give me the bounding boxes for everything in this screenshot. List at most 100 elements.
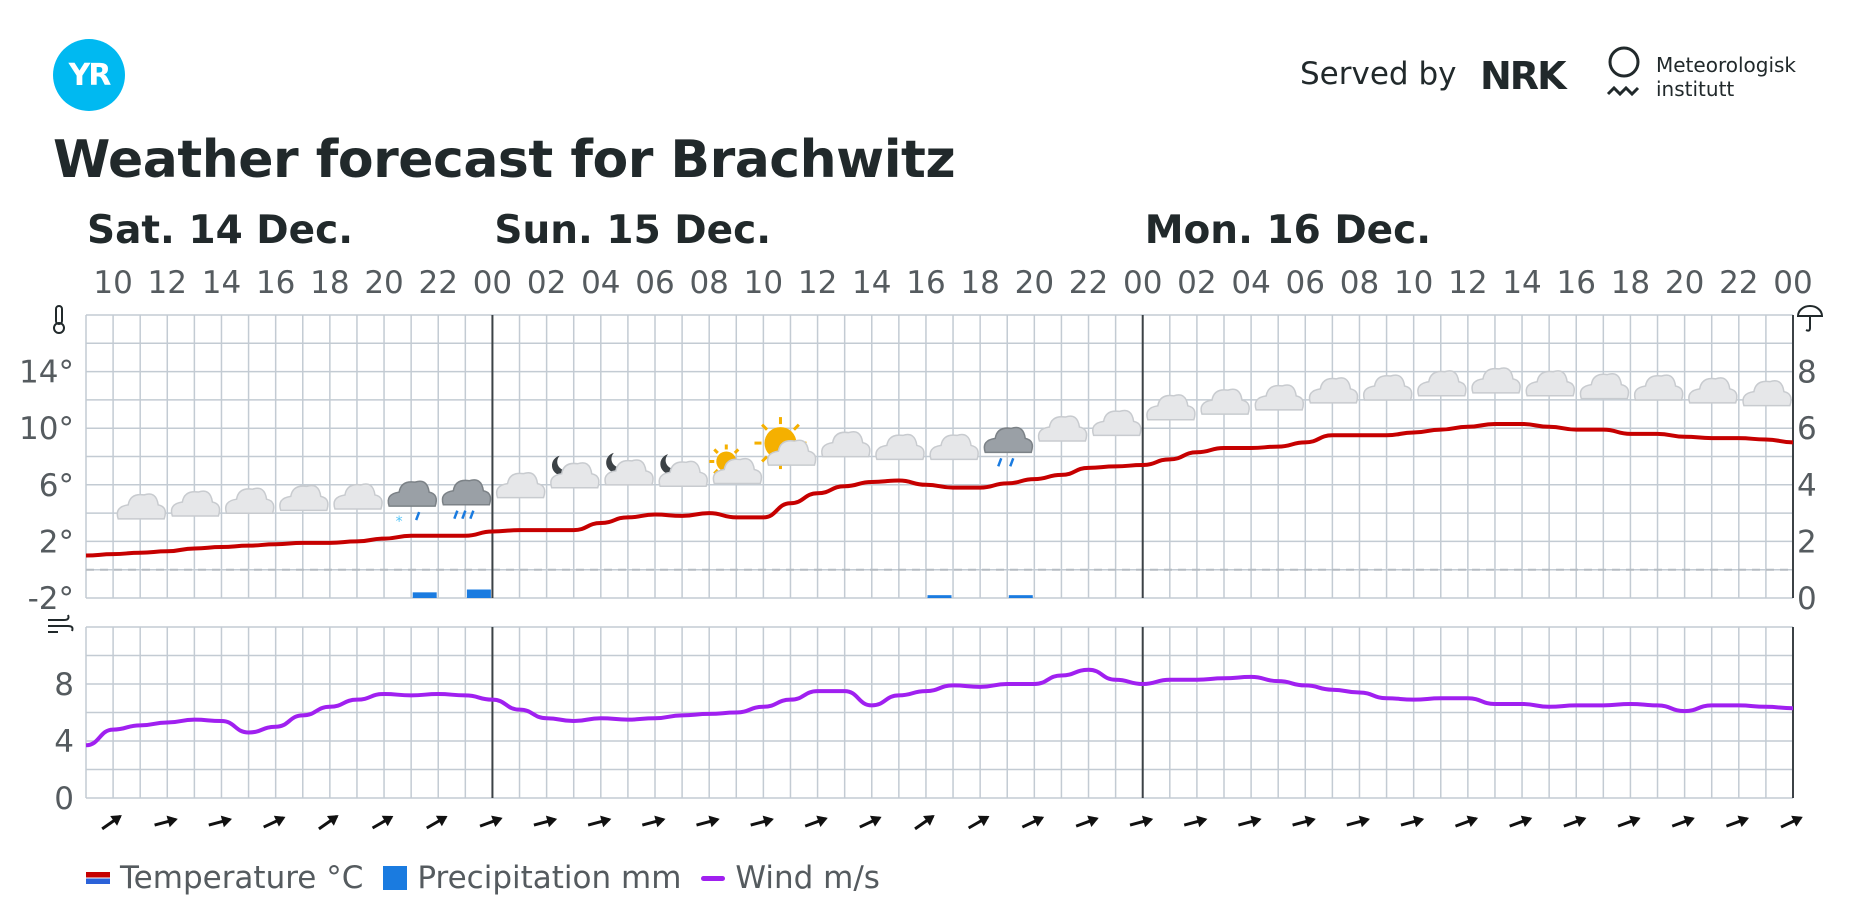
rain-drop	[997, 457, 1003, 467]
legend-precipitation-label: Precipitation mm	[417, 860, 682, 896]
arrow-head	[1466, 815, 1479, 827]
arrow-head	[1412, 815, 1425, 828]
cloud-shape	[983, 426, 1034, 454]
cloud-shape	[712, 457, 763, 485]
wind-line	[85, 667, 1794, 748]
cloud-shape	[658, 460, 708, 488]
cloud-shape	[1579, 372, 1630, 400]
arrow-head	[1032, 815, 1045, 827]
served-by-label: Served by	[1300, 56, 1457, 92]
wind-direction-arrow	[1183, 815, 1208, 828]
sun-ray	[733, 448, 740, 455]
cloud-shape	[279, 484, 329, 512]
wind-direction-arrow	[587, 815, 612, 828]
cloud-icon	[279, 484, 329, 512]
cloud-shape	[550, 462, 600, 489]
hour-tick-label: 18	[1611, 265, 1650, 301]
hour-tick-label: 00	[1123, 265, 1162, 301]
light-rain-icon	[983, 426, 1034, 467]
wind-direction-arrow	[1129, 815, 1154, 828]
wind-tick-label: 0	[54, 781, 74, 817]
hour-tick-label: 04	[581, 265, 620, 301]
hour-tick-label: 06	[635, 265, 674, 301]
legend-wind: Wind m/s	[701, 860, 880, 896]
hour-tick-label: 02	[527, 265, 566, 301]
hour-tick-label: 20	[364, 265, 403, 301]
wind-direction-arrow	[750, 815, 774, 828]
cloud-icon	[821, 430, 871, 458]
cloud-shape	[1633, 374, 1684, 401]
cloud-icon	[1362, 374, 1413, 401]
wind-direction-arrow	[804, 815, 828, 828]
yr-logo[interactable]: YR	[53, 39, 125, 111]
wind-tick-label: 8	[54, 667, 74, 703]
arrow-head	[273, 815, 286, 827]
cloud-icon	[1254, 384, 1305, 411]
temperature-tick-label: 6°	[39, 468, 74, 504]
cloud-shape	[875, 433, 925, 461]
snowflake-glyph: *	[396, 514, 403, 530]
hour-tick-label: 06	[1286, 265, 1325, 301]
hour-tick-label: 04	[1231, 265, 1270, 301]
hour-tick-label: 22	[1069, 265, 1108, 301]
arrow-head	[1520, 815, 1533, 827]
cloud-shape	[1688, 377, 1738, 404]
wind-direction-arrow	[208, 815, 232, 828]
arrow-head	[1087, 815, 1099, 827]
met-line-1: Meteorologisk	[1656, 53, 1797, 77]
partly-cloudy-day-icon	[709, 444, 763, 485]
hour-tick-label: 16	[256, 265, 295, 301]
hour-tick-label: 20	[1665, 265, 1704, 301]
cloud-shape	[1254, 384, 1305, 411]
cloud-icon	[495, 472, 546, 499]
yr-logo-text: YR	[68, 57, 112, 93]
wind-direction-arrow	[967, 815, 990, 830]
cloud-icon	[1471, 367, 1521, 394]
cloud-icon	[929, 433, 979, 461]
cloud-shape	[116, 493, 167, 520]
cloud-shape	[1525, 370, 1576, 397]
hour-tick-label: 14	[852, 265, 891, 301]
wind-direction-arrow	[1075, 815, 1099, 828]
wind-direction-arrow	[1021, 815, 1045, 829]
precipitation-tick-label: 0	[1797, 581, 1817, 617]
cloud-shape	[604, 459, 654, 486]
arrow-head	[435, 815, 448, 827]
rain-drop	[461, 510, 467, 520]
hour-tick-label: 20	[1015, 265, 1054, 301]
cloud-shape	[929, 433, 979, 461]
arrow-head	[1358, 815, 1370, 828]
cloud-shape	[333, 483, 383, 510]
cloud-shape	[1308, 377, 1359, 404]
temperature-line	[85, 421, 1794, 558]
wind-direction-arrow	[101, 815, 122, 831]
met-institute-logo-text[interactable]: Meteorologisk institutt	[1656, 53, 1796, 101]
wind-icon	[48, 614, 74, 633]
day-label: Sat. 14 Dec.	[87, 208, 353, 253]
arrow-head	[1791, 815, 1803, 827]
arrow-head	[491, 815, 503, 827]
cloud-shape	[1037, 415, 1088, 442]
cloud-shape	[821, 430, 871, 458]
hour-tick-label: 00	[473, 265, 512, 301]
arrow-head	[977, 815, 990, 827]
wind-direction-arrow	[1617, 815, 1641, 828]
cloud-icon	[1200, 388, 1250, 415]
arrow-head	[1304, 815, 1316, 828]
hour-tick-label: 08	[1340, 265, 1379, 301]
wind-direction-arrow	[1671, 815, 1695, 828]
arrow-head	[381, 815, 394, 827]
wind-direction-arrow	[1725, 815, 1749, 828]
arrow-head	[1574, 815, 1587, 827]
cloud-icon	[1091, 409, 1142, 437]
cloud-shape	[441, 479, 492, 506]
cloud-shape	[495, 472, 546, 499]
nrk-logo[interactable]: NRK	[1480, 54, 1567, 98]
cloud-shape	[1742, 380, 1792, 407]
cloud-icon	[1417, 370, 1467, 397]
temperature-swatch	[86, 872, 110, 884]
wind-direction-arrow	[914, 815, 935, 831]
arrow-head	[1737, 815, 1749, 827]
hour-tick-label: 14	[1502, 265, 1541, 301]
